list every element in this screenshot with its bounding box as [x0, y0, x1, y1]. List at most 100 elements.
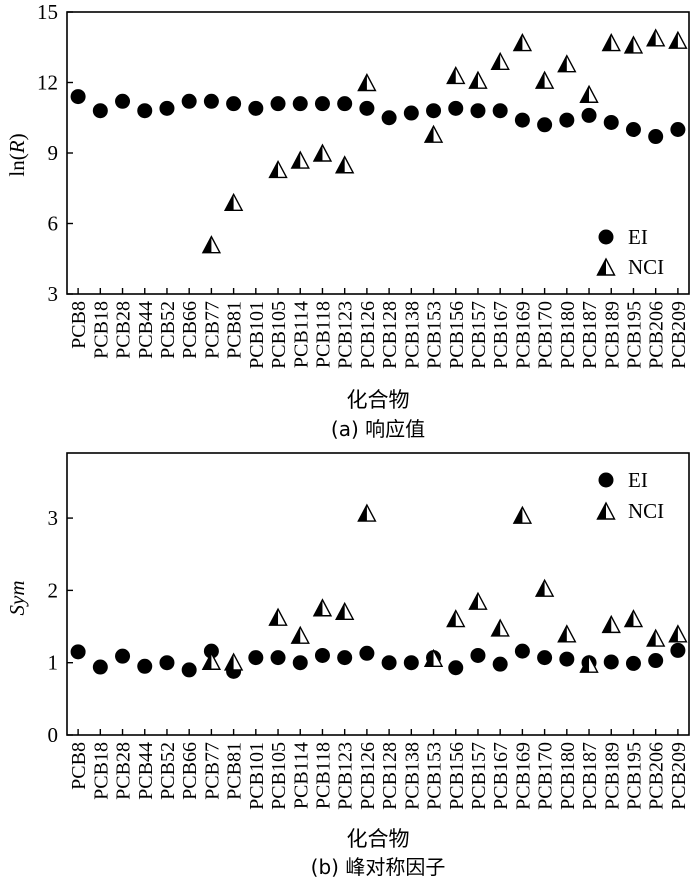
- x-tick-label: PCB153: [424, 742, 446, 810]
- x-tick-label: PCB52: [157, 742, 179, 800]
- y-tick-label: 12: [37, 71, 58, 95]
- nci-point: [201, 651, 222, 670]
- ei-point: [670, 642, 686, 658]
- ei-point: [292, 96, 308, 112]
- ei-point: [137, 103, 153, 119]
- x-tick-label: PCB8: [68, 742, 90, 790]
- ei-point: [181, 93, 197, 109]
- x-tick-label: PCB123: [335, 742, 357, 810]
- x-tick-label: PCB77: [201, 301, 223, 359]
- ei-point: [514, 112, 530, 128]
- x-tick-label: PCB128: [379, 742, 401, 810]
- x-tick-label: PCB118: [312, 301, 334, 368]
- x-tick-label: PCB114: [290, 301, 312, 368]
- x-tick-label: PCB66: [179, 742, 201, 800]
- x-tick-label: PCB209: [668, 742, 690, 810]
- x-tick-label: PCB128: [379, 301, 401, 369]
- nci-point: [668, 624, 688, 643]
- nci-point: [668, 30, 688, 49]
- nci-point: [468, 591, 488, 610]
- y-tick-label: 3: [48, 282, 59, 306]
- x-tick-label: PCB126: [357, 301, 379, 369]
- plot-frame: [66, 11, 690, 295]
- legend-nci-label: NCI: [628, 499, 664, 523]
- x-tick-label: PCB114: [290, 742, 312, 809]
- ei-point: [403, 655, 419, 671]
- x-tick-label: PCB118: [312, 742, 334, 809]
- nci-point: [357, 503, 377, 522]
- x-tick-label: PCB105: [268, 301, 290, 369]
- ei-point: [426, 103, 442, 119]
- x-axis-label: 化合物: [347, 388, 410, 412]
- ei-point: [270, 650, 286, 666]
- legend-ei-label: EI: [628, 225, 648, 249]
- ei-point: [359, 645, 375, 661]
- x-tick-label: PCB77: [201, 742, 223, 800]
- nci-point: [357, 73, 377, 92]
- ei-point: [248, 100, 264, 116]
- y-axis-label: ln(R): [5, 133, 29, 176]
- ei-point: [648, 129, 664, 145]
- y-tick-label: 1: [48, 651, 59, 675]
- nci-point: [268, 607, 288, 626]
- x-tick-label: PCB123: [335, 301, 357, 369]
- nci-point: [557, 54, 577, 73]
- nci-point: [446, 65, 466, 85]
- nci-point: [312, 143, 333, 162]
- x-tick-label: PCB187: [579, 301, 601, 369]
- ei-point: [270, 96, 286, 112]
- ei-point: [514, 643, 530, 659]
- x-tick-label: PCB44: [135, 301, 157, 359]
- ei-point: [470, 647, 486, 663]
- ei-point: [603, 654, 619, 670]
- legend: EI NCI: [628, 468, 664, 523]
- x-tick-label: PCB195: [623, 301, 645, 369]
- x-tick-label: PCB18: [90, 742, 112, 800]
- x-tick-label: PCB156: [446, 742, 468, 810]
- nci-point: [223, 652, 244, 671]
- nci-point: [312, 598, 333, 617]
- legend-nci-marker: [596, 501, 616, 520]
- y-axis-label: Sym: [5, 581, 29, 616]
- x-tick-label: PCB52: [157, 301, 179, 359]
- nci-point: [534, 70, 555, 89]
- legend-nci-label: NCI: [628, 255, 664, 279]
- x-tick-label: PCB101: [246, 742, 268, 810]
- legend-nci-marker: [596, 257, 616, 276]
- x-tick-label: PCB18: [90, 301, 112, 359]
- nci-point: [335, 601, 355, 621]
- ei-point: [181, 662, 197, 678]
- x-tick-label: PCB167: [490, 742, 512, 810]
- ei-point: [603, 114, 619, 130]
- nci-point: [446, 609, 466, 628]
- x-axis-label: 化合物: [347, 827, 410, 851]
- x-tick-label: PCB189: [601, 742, 623, 810]
- x-tick-label: PCB180: [557, 301, 579, 369]
- ei-point: [203, 93, 219, 109]
- ei-point: [359, 100, 375, 116]
- legend-ei-label: EI: [628, 468, 648, 492]
- nci-point: [646, 628, 666, 647]
- ei-point: [337, 650, 353, 666]
- y-tick-label: 15: [37, 0, 58, 24]
- ei-point: [314, 647, 330, 663]
- ei-point: [70, 89, 86, 105]
- x-tick-label: PCB206: [646, 301, 668, 369]
- x-tick-label: PCB169: [512, 301, 534, 369]
- nci-point: [512, 33, 533, 52]
- nci-point: [579, 84, 599, 103]
- nci-point: [623, 609, 644, 628]
- x-tick-label: PCB209: [668, 301, 690, 369]
- x-tick-label: PCB81: [224, 742, 246, 800]
- x-tick-label: PCB66: [179, 301, 201, 359]
- nci-point: [512, 505, 533, 524]
- nci-point: [646, 28, 666, 47]
- ei-point: [492, 656, 508, 672]
- ei-point: [492, 103, 508, 119]
- ei-point: [159, 100, 175, 116]
- nci-point: [534, 578, 555, 597]
- panel-caption: (b) 峰对称因子: [311, 855, 446, 879]
- x-tick-label: PCB101: [246, 301, 268, 369]
